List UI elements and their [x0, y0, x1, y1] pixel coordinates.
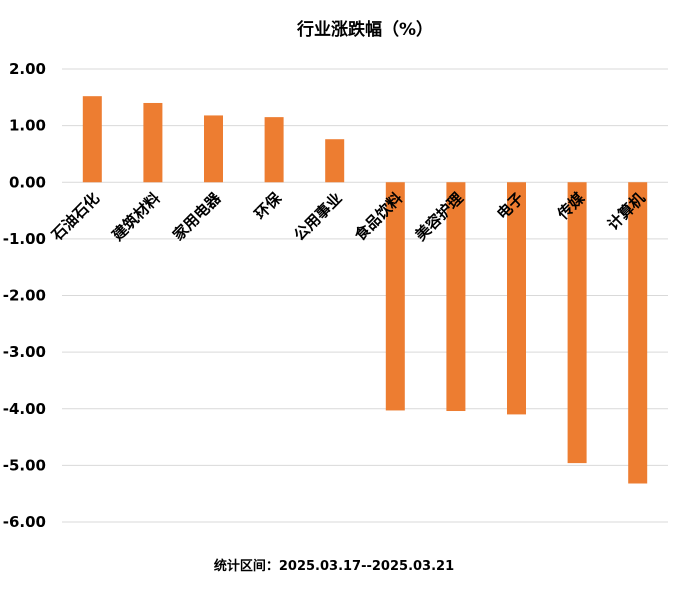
gridlines: [62, 68, 668, 523]
x-category-label: 建筑材料: [109, 189, 164, 244]
y-tick-label: 1.00: [9, 117, 46, 135]
x-category-label: 公用事业: [290, 189, 345, 244]
y-tick-label: -4.00: [3, 400, 46, 418]
x-category-label: 家用电器: [169, 188, 225, 244]
bar-9: [567, 182, 587, 464]
bar-3: [204, 115, 223, 183]
y-tick-label: 0.00: [9, 173, 46, 191]
y-tick-label: -1.00: [3, 230, 46, 248]
y-tick-label: 2.00: [9, 60, 46, 78]
bar-4: [264, 117, 284, 183]
bar-10: [628, 182, 648, 484]
x-category-label: 环保: [251, 188, 286, 223]
bar-1: [82, 96, 102, 183]
x-category-label: 石油石化: [47, 189, 103, 245]
bar-7: [446, 182, 466, 412]
bar-5: [325, 139, 345, 183]
chart-title: 行业涨跌幅（%）: [296, 19, 433, 40]
bar-8: [507, 182, 526, 415]
x-axis-category-labels: 石油石化 建筑材料 家用电器 环保 公用事业 食品饮料 美容护理 电子 传媒 计算机: [47, 188, 648, 245]
y-tick-label: -5.00: [3, 456, 46, 474]
y-axis-tick-labels: 2.00 1.00 0.00 -1.00 -2.00 -3.00 -4.00 -5.00 -6.…: [3, 60, 46, 531]
y-tick-label: -2.00: [3, 287, 46, 305]
bar-2: [143, 102, 163, 183]
bar-6: [385, 182, 405, 411]
y-tick-label: -6.00: [3, 513, 46, 531]
bars: [82, 96, 648, 484]
y-tick-label: -3.00: [3, 343, 46, 361]
footnote-period: 统计区间：2025.03.17--2025.03.21: [214, 558, 454, 574]
